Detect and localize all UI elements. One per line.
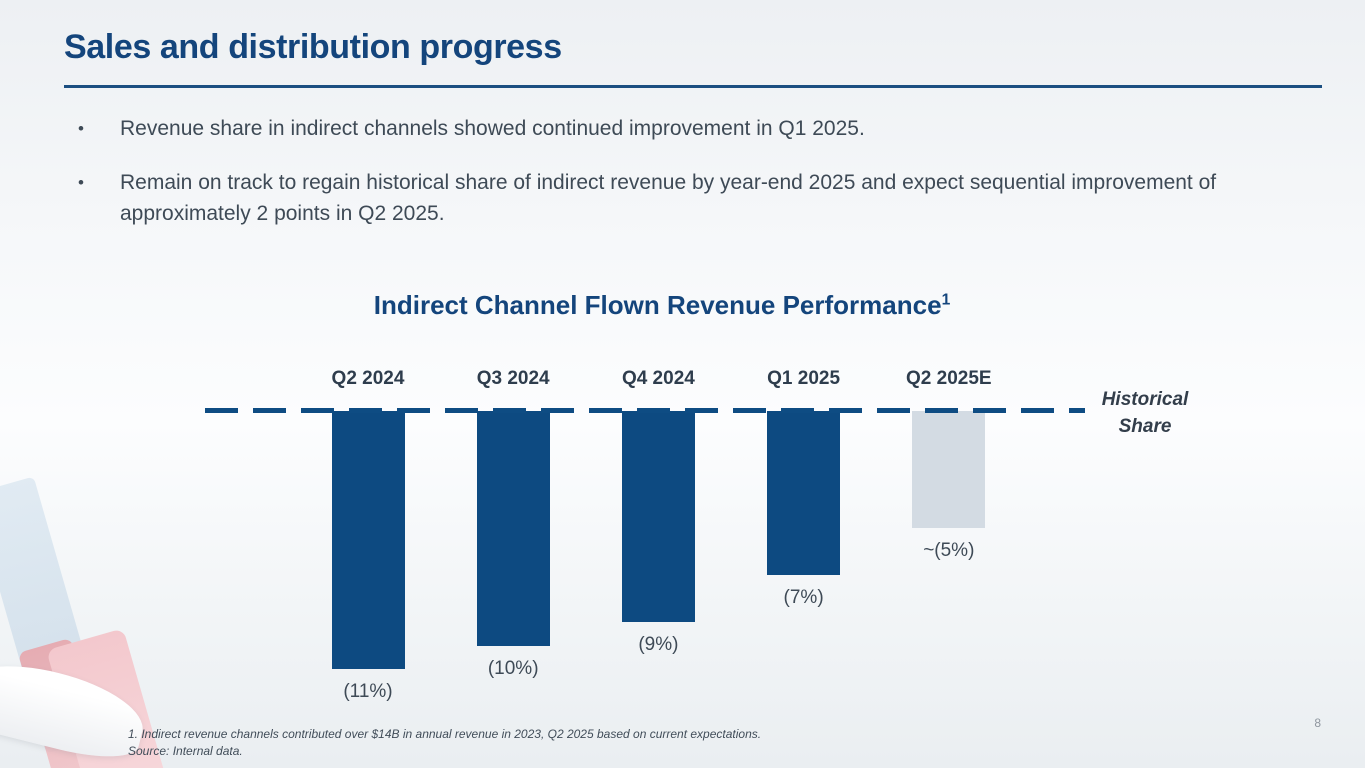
chart-title: Indirect Channel Flown Revenue Performan… [0, 290, 1324, 321]
bar-value-label: (7%) [783, 587, 824, 608]
baseline-label: Historical Share [1101, 389, 1189, 437]
bar [912, 411, 986, 528]
bar-value-label: ~(5%) [923, 540, 975, 561]
footnote-line-2: Source: Internal data. [128, 744, 243, 758]
slide-title: Sales and distribution progress [64, 28, 562, 66]
bullet-marker: • [78, 173, 84, 192]
category-label: Q3 2024 [476, 368, 550, 389]
bar [331, 411, 405, 669]
category-label: Q2 2024 [331, 368, 405, 389]
bar [476, 411, 550, 646]
bar [621, 411, 695, 622]
page-number: 8 [1314, 716, 1321, 730]
title-underline [64, 85, 1322, 88]
category-label: Q1 2025 [767, 368, 841, 389]
footnote-line-1: 1. Indirect revenue channels contributed… [128, 727, 762, 741]
chart-title-text: Indirect Channel Flown Revenue Performan… [373, 290, 942, 320]
bullet-item: • Remain on track to regain historical s… [78, 167, 1295, 229]
bullet-text: Revenue share in indirect channels showe… [120, 117, 865, 140]
historical-share-baseline [205, 408, 1085, 413]
bullet-marker: • [78, 119, 84, 138]
bar [767, 411, 841, 575]
category-label: Q2 2025E [906, 368, 992, 389]
bullet-item: • Revenue share in indirect channels sho… [78, 113, 865, 144]
bar-value-label: (11%) [343, 681, 393, 702]
chart-title-footnote-marker: 1 [941, 291, 951, 309]
bullet-text: Remain on track to regain historical sha… [120, 171, 1217, 225]
category-label: Q4 2024 [621, 368, 695, 389]
bar-value-label: (9%) [638, 634, 679, 655]
footnote: 1. Indirect revenue channels contributed… [128, 726, 761, 760]
bar-value-label: (10%) [487, 658, 539, 679]
